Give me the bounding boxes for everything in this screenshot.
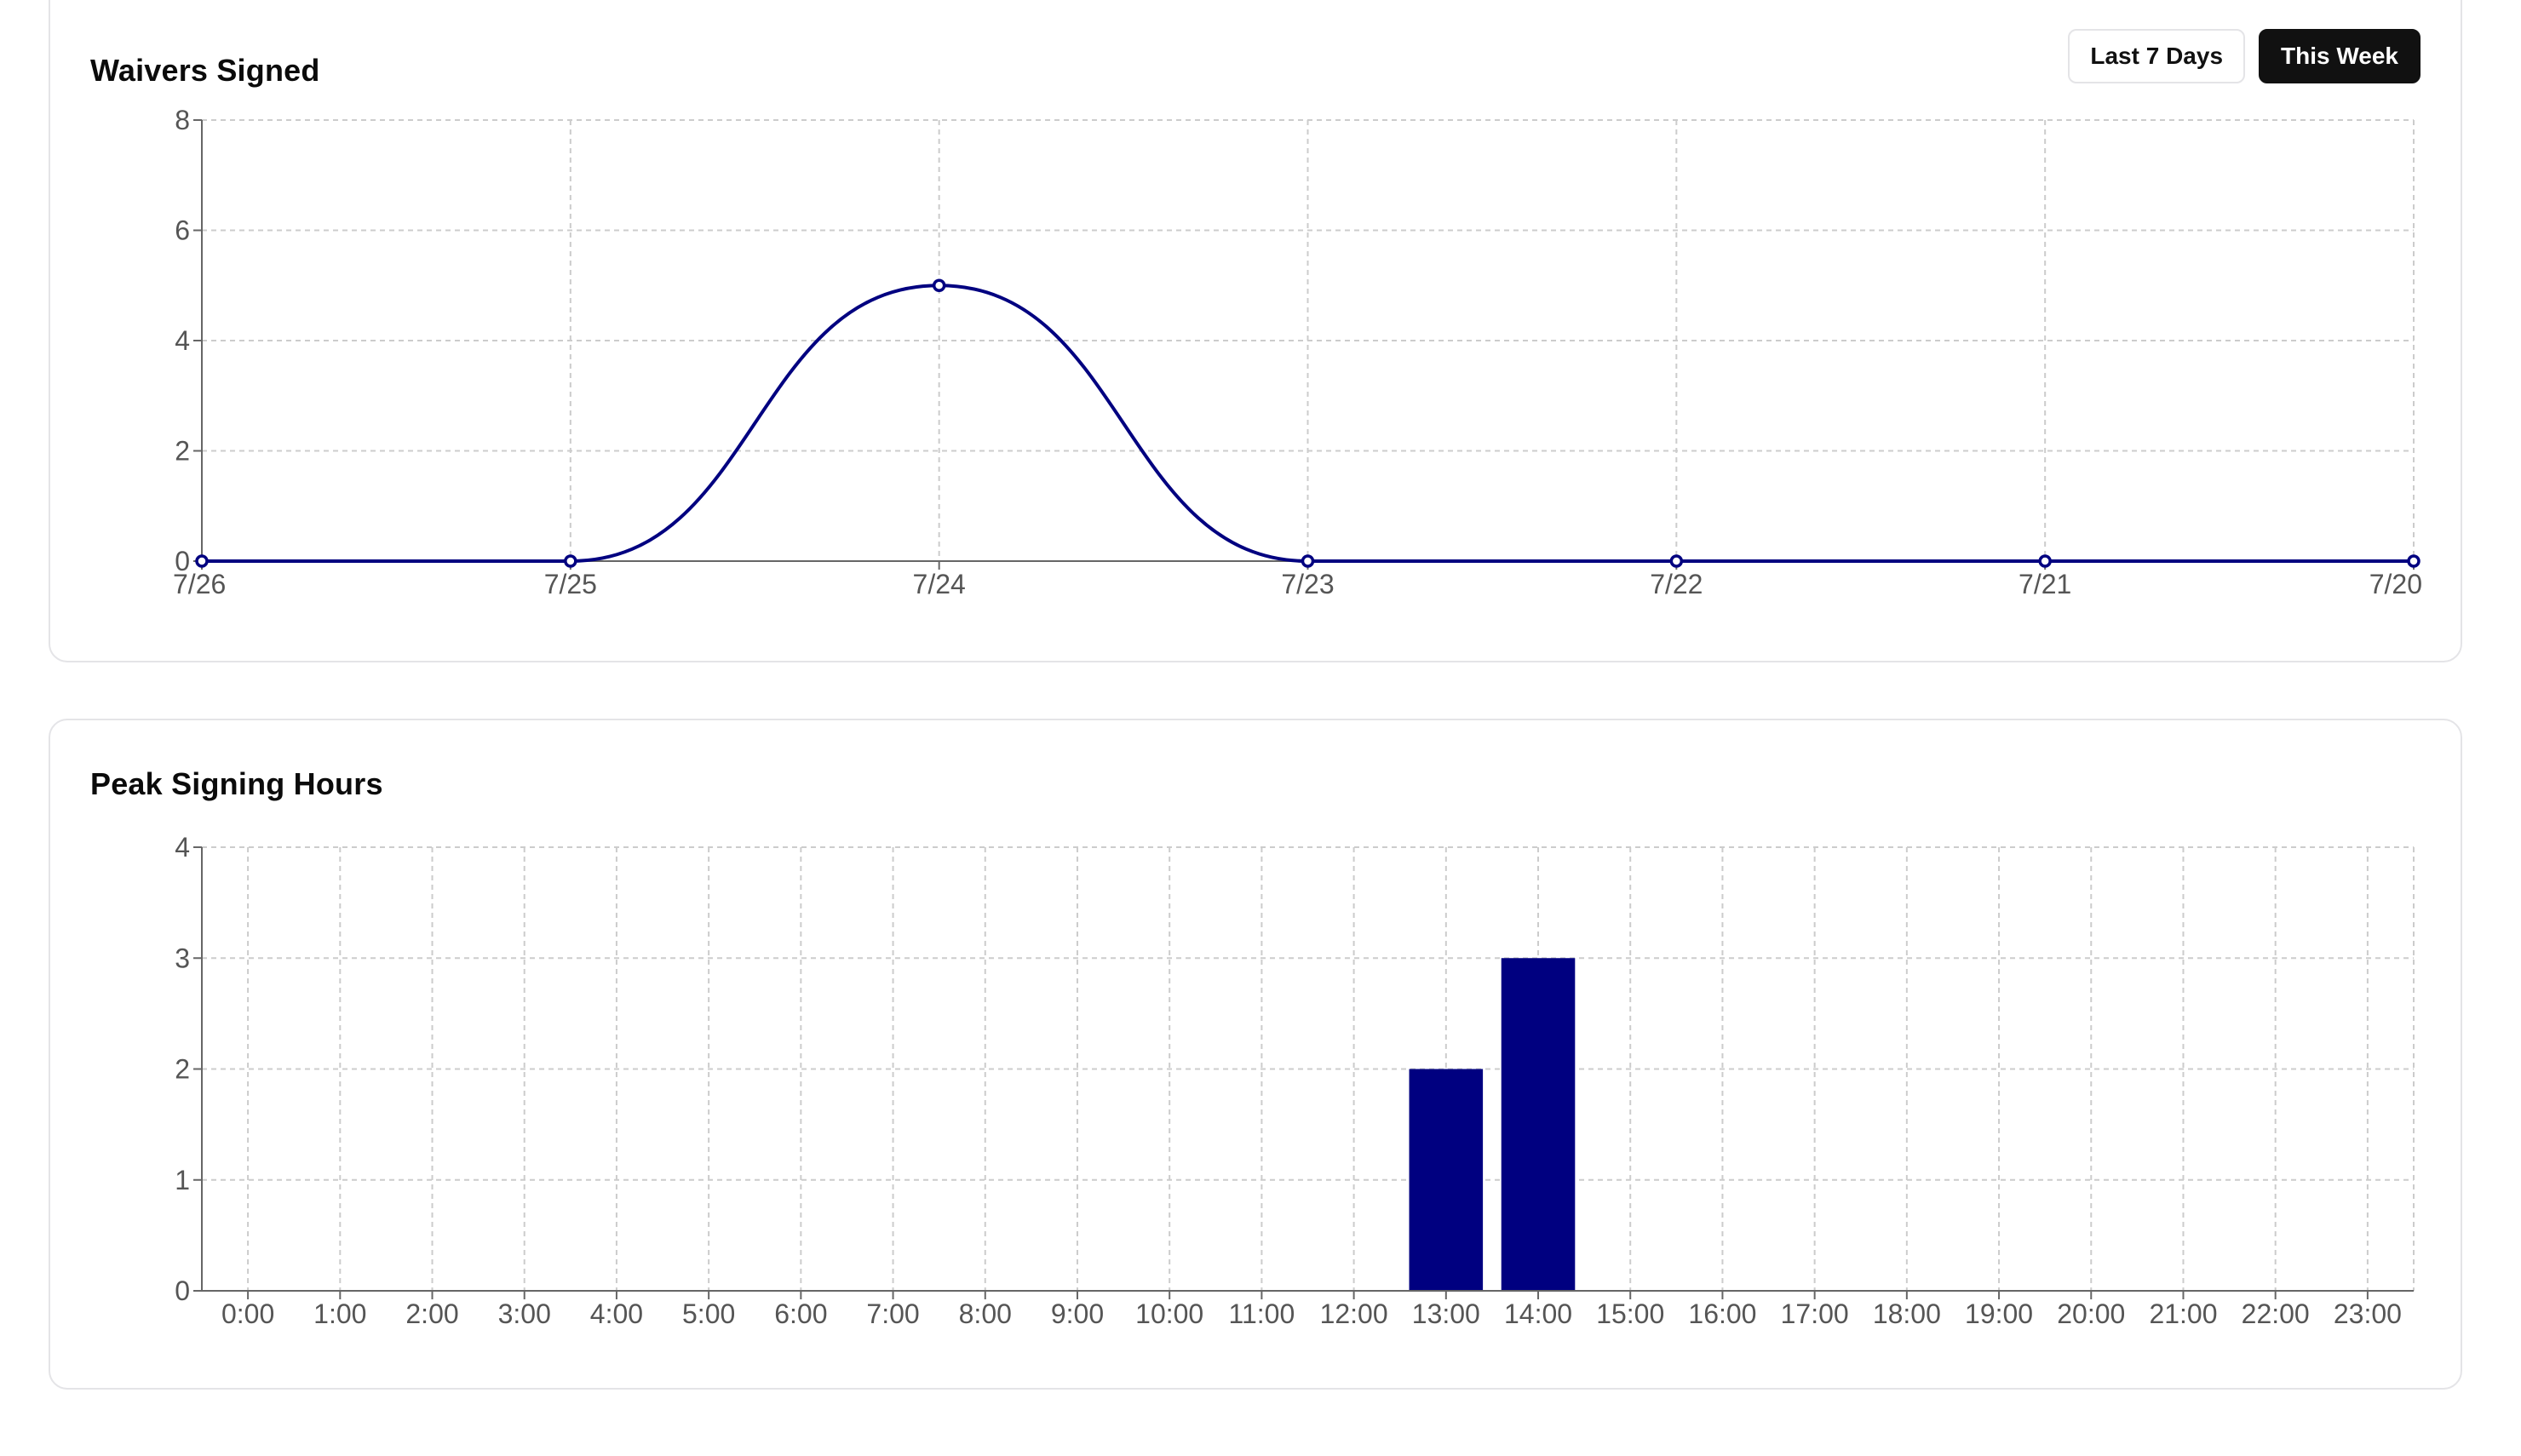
x-tick-label: 14:00: [1504, 1298, 1572, 1329]
x-tick-label: 16:00: [1688, 1298, 1756, 1329]
x-tick-label: 5:00: [682, 1298, 735, 1329]
x-tick-label: 18:00: [1873, 1298, 1941, 1329]
data-point: [1669, 554, 1684, 568]
x-tick-label: 8:00: [959, 1298, 1012, 1329]
x-tick-label: 23:00: [2334, 1298, 2402, 1329]
x-tick-label: 15:00: [1596, 1298, 1664, 1329]
data-point: [564, 554, 577, 568]
y-tick-label: 8: [175, 105, 190, 135]
data-point: [2038, 554, 2052, 568]
x-tick-label: 10:00: [1135, 1298, 1203, 1329]
y-tick-label: 0: [175, 546, 190, 576]
y-tick-label: 2: [175, 1054, 190, 1085]
peak-hours-bar-chart: 0 1 2 3 4 0:00 1:00 2:00 3:00 4:00 5:00 6:00 7:00 8:0…: [175, 832, 2415, 1329]
x-tick-label: 17:00: [1781, 1298, 1849, 1329]
x-tick-label: 7/23: [1281, 569, 1334, 599]
x-tick-label: 1:00: [313, 1298, 366, 1329]
x-tick-label: 7:00: [866, 1298, 919, 1329]
x-tick-label: 20:00: [2057, 1298, 2125, 1329]
x-tick-label: 11:00: [1229, 1298, 1295, 1329]
x-tick-label: 0:00: [221, 1298, 274, 1329]
data-point: [195, 554, 209, 568]
bar-13-00: [1409, 1069, 1484, 1291]
y-tick-label: 1: [175, 1165, 190, 1195]
x-tick-label: 12:00: [1320, 1298, 1388, 1329]
x-tick-label: 7/22: [1650, 569, 1703, 599]
waivers-line-chart: 0 2 4 6 8 7/26 7/25 7/24 7/23 7/22 7/21 7/20: [173, 105, 2422, 599]
x-tick-label: 7/20: [2369, 569, 2422, 599]
y-tick-label: 0: [175, 1275, 190, 1306]
x-tick-label: 22:00: [2242, 1298, 2310, 1329]
last-7-days-button[interactable]: Last 7 Days: [2068, 29, 2246, 83]
y-tick-label: 4: [175, 832, 190, 863]
x-tick-label: 3:00: [498, 1298, 551, 1329]
x-tick-label: 21:00: [2149, 1298, 2217, 1329]
range-toggle-group: Last 7 Days This Week: [2068, 29, 2421, 83]
x-tick-label: 9:00: [1051, 1298, 1104, 1329]
x-tick-label: 6:00: [774, 1298, 827, 1329]
waivers-signed-title: Waivers Signed: [90, 53, 320, 88]
waivers-series-line: [201, 284, 2414, 564]
x-tick-label: 2:00: [405, 1298, 458, 1329]
data-point: [2407, 554, 2421, 568]
x-tick-label: 13:00: [1412, 1298, 1480, 1329]
peak-signing-hours-card: Peak Signing Hours 0 1 2 3 4 0:00 1:00 2:00 3:00…: [49, 719, 2462, 1390]
data-point: [932, 278, 946, 292]
x-tick-label: 19:00: [1965, 1298, 2033, 1329]
x-tick-label: 7/26: [173, 569, 226, 599]
y-tick-label: 4: [175, 325, 190, 356]
this-week-button[interactable]: This Week: [2259, 29, 2421, 83]
x-tick-label: 7/24: [913, 569, 966, 599]
y-tick-label: 6: [175, 215, 190, 246]
x-tick-label: 7/21: [2019, 569, 2071, 599]
y-tick-label: 3: [175, 943, 190, 973]
y-tick-label: 2: [175, 436, 190, 467]
x-tick-label: 4:00: [590, 1298, 643, 1329]
x-tick-label: 7/25: [544, 569, 597, 599]
peak-signing-hours-title: Peak Signing Hours: [90, 766, 383, 801]
data-point: [1301, 554, 1315, 568]
bar-14-00: [1501, 958, 1576, 1291]
waivers-signed-card: Waivers Signed Last 7 Days This Week 0 2 4…: [49, 0, 2462, 662]
